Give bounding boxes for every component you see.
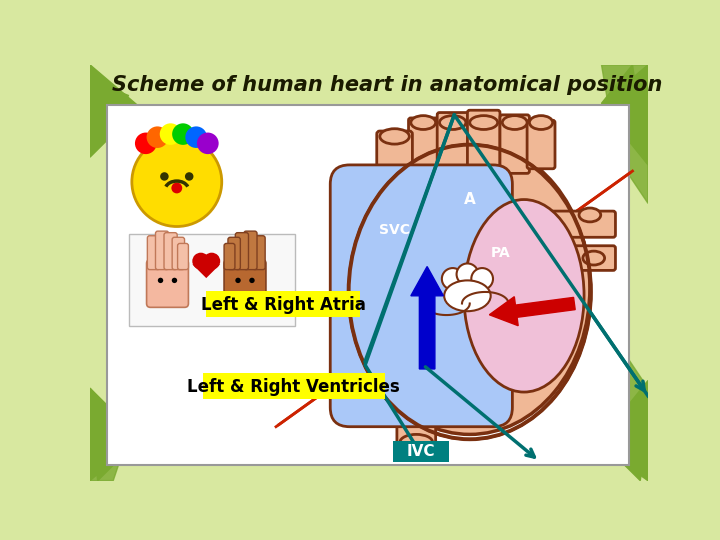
Circle shape bbox=[172, 278, 177, 283]
Polygon shape bbox=[617, 65, 648, 165]
Text: IVC: IVC bbox=[407, 444, 435, 459]
Ellipse shape bbox=[464, 200, 584, 392]
FancyBboxPatch shape bbox=[148, 236, 160, 269]
FancyBboxPatch shape bbox=[164, 233, 177, 269]
Polygon shape bbox=[192, 264, 220, 278]
Polygon shape bbox=[90, 80, 129, 119]
Circle shape bbox=[185, 172, 194, 181]
Polygon shape bbox=[594, 65, 648, 134]
FancyBboxPatch shape bbox=[500, 115, 529, 173]
Polygon shape bbox=[90, 388, 129, 481]
Circle shape bbox=[249, 278, 255, 283]
Circle shape bbox=[171, 183, 182, 193]
Ellipse shape bbox=[350, 142, 590, 434]
FancyBboxPatch shape bbox=[253, 236, 265, 269]
FancyBboxPatch shape bbox=[224, 260, 266, 307]
Polygon shape bbox=[90, 427, 137, 481]
Ellipse shape bbox=[456, 264, 478, 285]
FancyBboxPatch shape bbox=[147, 260, 189, 307]
Circle shape bbox=[132, 137, 222, 226]
Polygon shape bbox=[90, 388, 121, 481]
Polygon shape bbox=[601, 65, 640, 119]
Circle shape bbox=[160, 172, 168, 181]
Ellipse shape bbox=[442, 268, 464, 289]
FancyBboxPatch shape bbox=[397, 381, 436, 445]
FancyBboxPatch shape bbox=[228, 237, 240, 269]
Polygon shape bbox=[90, 65, 144, 134]
Ellipse shape bbox=[380, 129, 409, 144]
FancyBboxPatch shape bbox=[330, 165, 513, 427]
FancyBboxPatch shape bbox=[577, 213, 603, 235]
Text: Left & Right Atria: Left & Right Atria bbox=[202, 296, 366, 314]
Circle shape bbox=[192, 253, 210, 269]
Ellipse shape bbox=[503, 116, 527, 130]
Text: SVC: SVC bbox=[379, 224, 410, 238]
Ellipse shape bbox=[444, 280, 490, 311]
FancyBboxPatch shape bbox=[235, 233, 248, 269]
Text: PA: PA bbox=[491, 246, 510, 260]
Text: Scheme of human heart in anatomical position: Scheme of human heart in anatomical posi… bbox=[112, 75, 662, 95]
Circle shape bbox=[135, 132, 157, 154]
FancyBboxPatch shape bbox=[408, 118, 438, 171]
FancyBboxPatch shape bbox=[203, 373, 384, 399]
Polygon shape bbox=[594, 411, 648, 481]
Circle shape bbox=[160, 123, 181, 145]
FancyBboxPatch shape bbox=[549, 211, 616, 237]
Circle shape bbox=[158, 278, 163, 283]
FancyArrow shape bbox=[490, 296, 575, 326]
Polygon shape bbox=[617, 381, 648, 481]
FancyBboxPatch shape bbox=[129, 234, 294, 326]
Circle shape bbox=[203, 253, 220, 269]
FancyBboxPatch shape bbox=[393, 441, 449, 462]
Polygon shape bbox=[601, 427, 648, 481]
Circle shape bbox=[172, 123, 194, 145]
Ellipse shape bbox=[583, 251, 605, 265]
FancyBboxPatch shape bbox=[172, 237, 184, 269]
Ellipse shape bbox=[469, 116, 498, 130]
FancyBboxPatch shape bbox=[527, 120, 555, 168]
Ellipse shape bbox=[579, 208, 600, 222]
Circle shape bbox=[235, 278, 240, 283]
FancyBboxPatch shape bbox=[244, 231, 257, 269]
FancyBboxPatch shape bbox=[377, 131, 413, 230]
FancyBboxPatch shape bbox=[206, 291, 361, 318]
FancyBboxPatch shape bbox=[224, 244, 235, 269]
Text: A: A bbox=[464, 192, 476, 207]
Polygon shape bbox=[90, 65, 121, 157]
FancyBboxPatch shape bbox=[467, 110, 500, 179]
Polygon shape bbox=[90, 411, 144, 481]
Polygon shape bbox=[601, 342, 648, 481]
Circle shape bbox=[197, 132, 219, 154]
Ellipse shape bbox=[411, 116, 436, 130]
FancyBboxPatch shape bbox=[107, 105, 629, 465]
FancyArrow shape bbox=[411, 267, 444, 369]
Circle shape bbox=[147, 126, 168, 148]
Ellipse shape bbox=[439, 116, 466, 130]
Polygon shape bbox=[601, 65, 648, 204]
FancyBboxPatch shape bbox=[156, 231, 168, 269]
Ellipse shape bbox=[529, 116, 553, 130]
FancyBboxPatch shape bbox=[549, 246, 616, 271]
FancyBboxPatch shape bbox=[437, 112, 468, 175]
FancyBboxPatch shape bbox=[178, 244, 189, 269]
Ellipse shape bbox=[400, 434, 433, 450]
Text: Left & Right Ventricles: Left & Right Ventricles bbox=[187, 377, 400, 396]
Circle shape bbox=[185, 126, 207, 148]
Ellipse shape bbox=[472, 268, 493, 289]
